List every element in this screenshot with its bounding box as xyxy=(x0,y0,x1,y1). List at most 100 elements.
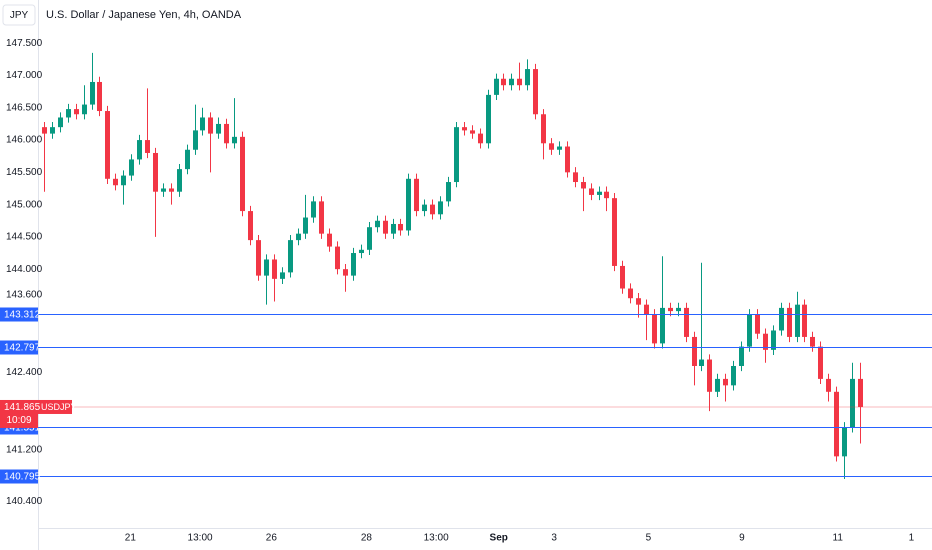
candle-body xyxy=(470,130,475,134)
candle-body xyxy=(161,188,166,192)
candle-body xyxy=(327,233,332,247)
candle-body xyxy=(676,307,681,312)
candle-body xyxy=(573,172,578,183)
candle-body xyxy=(42,127,47,134)
candle-body xyxy=(612,198,617,266)
candle-body xyxy=(802,304,807,337)
candle-body xyxy=(850,378,855,428)
level-label: 141.551 xyxy=(4,423,41,434)
candle-body xyxy=(272,259,277,279)
chart-title: U.S. Dollar / Japanese Yen, 4h, OANDA xyxy=(46,9,242,21)
candle-body xyxy=(699,359,704,366)
y-tick-label: 145.000 xyxy=(6,199,43,210)
symbol-box xyxy=(38,399,72,414)
currency: JPY xyxy=(10,10,29,21)
countdown-label: 10:09 xyxy=(6,415,31,426)
x-tick-label: 21 xyxy=(125,533,137,544)
candle-body xyxy=(113,178,118,186)
candle-body xyxy=(549,143,554,150)
candle-body xyxy=(153,152,158,192)
candle-body xyxy=(224,123,229,144)
candle-body xyxy=(715,378,720,392)
candle-body xyxy=(541,114,546,144)
x-tick-label: 3 xyxy=(551,533,557,544)
x-tick-label: 1 xyxy=(909,533,915,544)
candle-body xyxy=(129,159,134,176)
candle-body xyxy=(335,246,340,270)
candle-body xyxy=(391,223,396,234)
y-tick-label: 145.500 xyxy=(6,167,43,178)
candle-body xyxy=(818,346,823,379)
candle-body xyxy=(597,191,602,195)
candle-body xyxy=(58,117,63,128)
candle-body xyxy=(375,220,380,228)
currency-box[interactable] xyxy=(2,4,36,26)
candle-body xyxy=(644,304,649,315)
candle-body xyxy=(256,240,261,276)
candle-body xyxy=(525,69,530,86)
level-label: 142.797 xyxy=(4,343,41,354)
candle-body xyxy=(652,314,657,344)
candle-body xyxy=(771,330,776,350)
candle-body xyxy=(311,201,316,218)
candle-body xyxy=(660,307,665,344)
candle-body xyxy=(636,298,641,305)
candle-body xyxy=(288,240,293,273)
y-tick-label: 146.000 xyxy=(6,135,43,146)
candle-body xyxy=(707,359,712,392)
level-label-box xyxy=(0,307,38,322)
candle-body xyxy=(494,78,499,95)
x-tick-label: 28 xyxy=(361,533,373,544)
candle-body xyxy=(834,391,839,457)
last-price-box xyxy=(0,399,38,428)
candle-body xyxy=(145,140,150,153)
candle-body xyxy=(406,178,411,231)
level-label-box xyxy=(0,469,38,484)
level-label-box xyxy=(0,340,38,355)
candle-body xyxy=(50,127,55,134)
candle-body xyxy=(501,78,506,86)
candle-body xyxy=(232,136,237,144)
candle-body xyxy=(359,249,364,254)
candle-body xyxy=(303,217,308,234)
candle-body xyxy=(509,78,514,86)
candle-body xyxy=(692,336,697,366)
y-tick-label: 146.500 xyxy=(6,102,43,113)
symbol-label: USDJPY xyxy=(41,402,77,412)
candle-body xyxy=(810,336,815,347)
candle-body xyxy=(74,109,79,115)
candle-body xyxy=(826,378,831,392)
candle-body xyxy=(90,81,95,105)
candle-body xyxy=(454,127,459,183)
candle-body xyxy=(517,78,522,86)
y-tick-label: 144.000 xyxy=(6,264,43,275)
candle-body xyxy=(668,307,673,312)
y-tick-label: 143.600 xyxy=(6,290,43,301)
candle-body xyxy=(842,427,847,457)
candle-body xyxy=(787,307,792,337)
candle-body xyxy=(296,233,301,241)
candle-body xyxy=(264,259,269,276)
candle-body xyxy=(779,307,784,331)
y-tick-label: 141.200 xyxy=(6,445,43,456)
candle-body xyxy=(684,307,689,337)
candle-body xyxy=(185,149,190,170)
candle-body xyxy=(858,378,863,407)
candle-body xyxy=(398,223,403,231)
candle-body xyxy=(438,201,443,215)
candle-body xyxy=(533,69,538,115)
candle-body xyxy=(240,136,245,212)
level-label: 143.312 xyxy=(4,310,41,321)
x-tick-label: 11 xyxy=(833,533,844,544)
candle-body xyxy=(66,109,71,118)
x-tick-label: 9 xyxy=(739,533,745,544)
candle-body xyxy=(731,365,736,386)
candle-body xyxy=(739,346,744,366)
candle-body xyxy=(747,314,752,347)
candle-body xyxy=(367,227,372,250)
level-label: 140.795 xyxy=(4,472,41,483)
candle-body xyxy=(105,111,110,179)
